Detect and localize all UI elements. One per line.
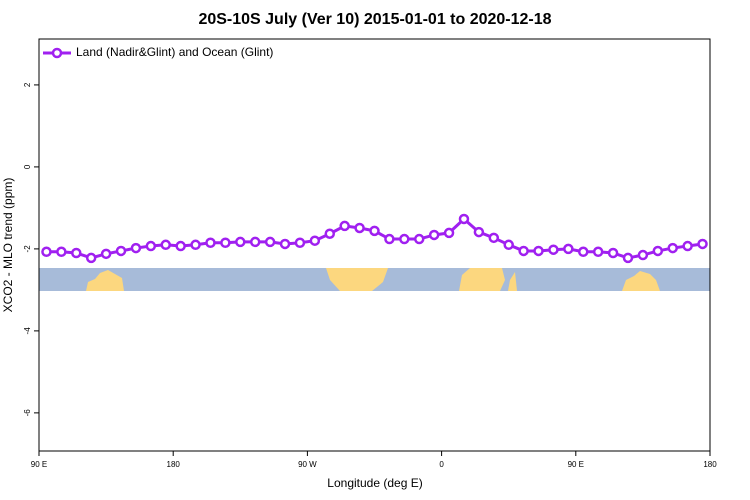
data-point <box>145 240 157 252</box>
data-point <box>249 236 261 248</box>
data-point <box>637 249 649 261</box>
legend-marker <box>51 47 63 59</box>
y-axis-label: XCO2 - MLO trend (ppm) <box>1 178 15 313</box>
x-tick-label: 90 E <box>568 460 584 469</box>
y-tick-label: 0 <box>23 164 32 169</box>
data-point <box>85 252 97 264</box>
data-point <box>384 233 395 245</box>
legend-label: Land (Nadir&Glint) and Ocean (Glint) <box>76 45 273 59</box>
data-point <box>399 233 410 245</box>
data-point <box>369 225 380 237</box>
data-point <box>205 237 216 248</box>
data-point <box>309 235 321 246</box>
data-point <box>622 252 634 264</box>
x-tick-label: 90 W <box>298 460 317 469</box>
data-point <box>578 246 589 258</box>
data-point <box>413 233 425 245</box>
y-tick-label: -6 <box>23 409 32 417</box>
data-point <box>354 222 365 234</box>
data-point <box>71 247 82 259</box>
data-point <box>563 243 574 255</box>
data-point <box>607 247 619 259</box>
y-tick-label: 2 <box>23 82 32 87</box>
data-point <box>220 237 231 248</box>
data-point <box>294 237 306 248</box>
plot-frame <box>38 38 711 452</box>
data-point <box>324 228 336 239</box>
data-point <box>488 232 500 244</box>
data-point <box>428 229 440 241</box>
data-point <box>56 246 67 258</box>
data-point <box>175 240 186 252</box>
data-point <box>279 238 291 250</box>
data-point <box>652 245 664 257</box>
data-point <box>473 226 485 238</box>
data-point <box>190 239 201 251</box>
data-point <box>548 244 559 255</box>
data-point <box>339 220 350 232</box>
data-point <box>100 248 112 260</box>
x-tick-label: 180 <box>167 460 181 469</box>
data-point <box>458 213 470 225</box>
x-axis-label: Longitude (deg E) <box>327 476 422 490</box>
x-tick-label: 90 E <box>31 460 47 469</box>
data-point <box>41 246 52 258</box>
y-tick-label: -2 <box>23 245 32 253</box>
data-point <box>235 236 246 248</box>
data-point <box>533 245 544 257</box>
land-ocean-band <box>39 268 710 291</box>
x-tick-label: 0 <box>439 460 444 469</box>
data-point <box>667 242 678 254</box>
series-line <box>46 216 703 260</box>
data-point <box>443 227 455 239</box>
data-point <box>115 245 127 257</box>
y-tick-label: -4 <box>23 327 32 335</box>
data-point <box>130 242 142 254</box>
data-point <box>503 239 514 251</box>
data-point <box>682 240 693 252</box>
data-point <box>264 236 276 248</box>
chart-title: 20S-10S July (Ver 10) 2015-01-01 to 2020… <box>198 11 551 28</box>
data-point <box>518 245 529 257</box>
x-tick-label: 180 <box>703 460 717 469</box>
data-point <box>697 238 708 250</box>
data-point <box>592 246 604 258</box>
data-point <box>160 239 171 251</box>
